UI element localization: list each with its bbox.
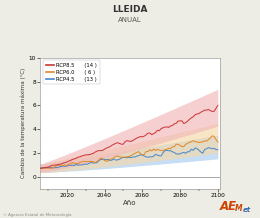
Text: © Agencia Estatal de Meteorología: © Agencia Estatal de Meteorología: [3, 213, 71, 217]
Text: LLEIDA: LLEIDA: [112, 5, 148, 14]
X-axis label: Año: Año: [123, 200, 137, 206]
Text: et: et: [243, 206, 251, 213]
Y-axis label: Cambio de la temperatura máxima (°C): Cambio de la temperatura máxima (°C): [21, 68, 26, 178]
Legend: RCP8.5      (14 ), RCP6.0      ( 6 ), RCP4.5      (13 ): RCP8.5 (14 ), RCP6.0 ( 6 ), RCP4.5 (13 ): [43, 60, 100, 84]
Text: ANUAL: ANUAL: [118, 17, 142, 24]
Text: E: E: [228, 199, 236, 213]
Text: M: M: [235, 204, 242, 213]
Text: A: A: [220, 199, 229, 213]
